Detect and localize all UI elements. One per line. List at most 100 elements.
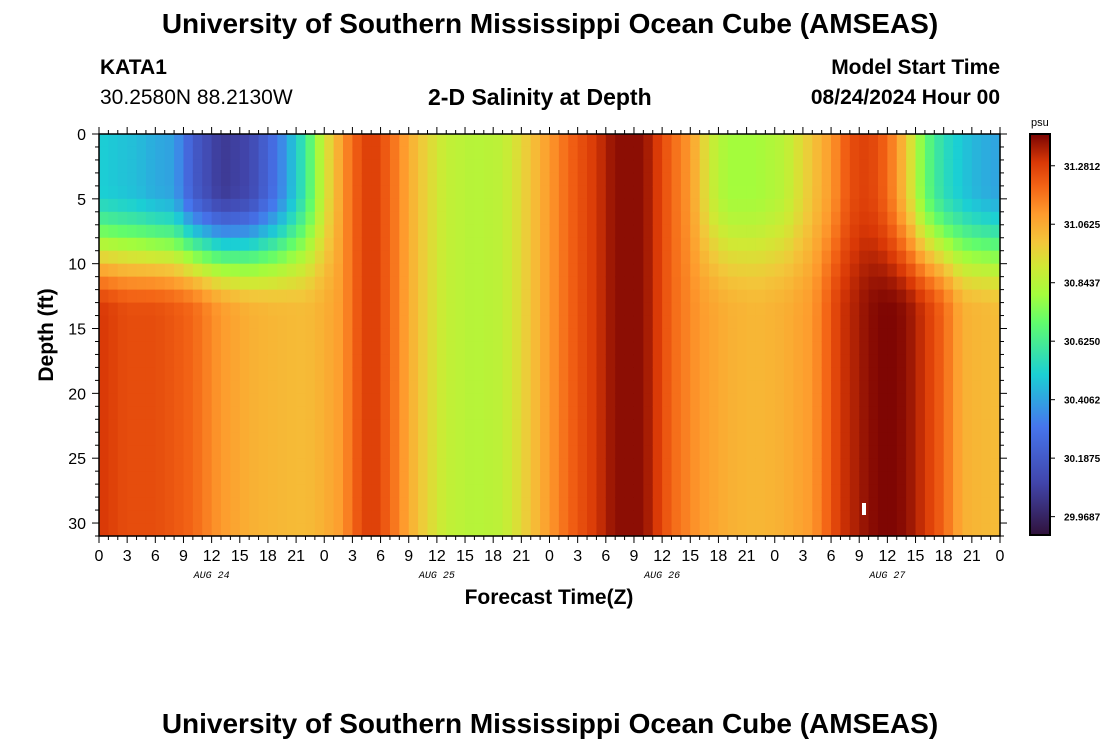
heatmap-cell [230,198,241,213]
heatmap-cell [239,328,250,343]
heatmap-cell [906,445,917,459]
heatmap-cell [849,380,860,394]
heatmap-cell [662,367,673,381]
heatmap-cell [821,523,832,537]
heatmap-cell [577,523,588,537]
heatmap-cell [802,380,813,394]
heatmap-cell [849,159,860,174]
heatmap-cell [305,198,316,213]
heatmap-cell [155,250,166,265]
heatmap-cell [521,328,532,343]
heatmap-cell [399,134,410,148]
heatmap-cell [699,159,710,174]
heatmap-cell [971,263,982,278]
heatmap-cell [859,250,870,265]
heatmap-cell [784,432,795,446]
heatmap-cell [136,380,147,394]
heatmap-cell [230,367,241,381]
heatmap-cell [361,354,372,369]
heatmap-cell [812,315,823,330]
heatmap-cell [136,211,147,226]
heatmap-cell [765,497,776,511]
heatmap-cell [784,289,795,304]
heatmap-cell [587,224,598,239]
heatmap-cell [821,471,832,485]
heatmap-cell [127,250,138,265]
heatmap-cell [568,198,579,213]
heatmap-cell [211,276,222,291]
heatmap-cell [859,354,870,369]
heatmap-cell [249,198,260,213]
heatmap-cell [286,432,297,446]
heatmap-cell [211,198,222,213]
heatmap-cell [859,510,870,524]
heatmap-cell [389,302,400,317]
heatmap-cell [971,406,982,420]
heatmap-cell [221,523,231,537]
heatmap-cell [633,406,644,420]
heatmap-cell [474,484,485,498]
heatmap-cell [990,289,1001,304]
heatmap-cell [108,211,119,226]
heatmap-cell [267,159,278,174]
heatmap-cell [924,185,935,200]
heatmap-cell [136,315,147,330]
heatmap-cell [633,211,644,226]
heatmap-cell [371,523,382,537]
heatmap-cell [511,198,522,213]
heatmap-cell [718,237,729,252]
heatmap-cell [230,211,241,226]
heatmap-cell [896,471,907,485]
heatmap-cell [877,341,888,356]
heatmap-cell [530,354,541,369]
heatmap-cell [389,510,400,524]
heatmap-cell [812,341,823,356]
heatmap-cell [868,198,879,213]
heatmap-cell [361,172,372,187]
heatmap-cell [221,198,231,213]
heatmap-cell [953,471,964,485]
heatmap-cell [127,471,138,485]
heatmap-cell [296,354,307,369]
heatmap-cell [474,367,485,381]
heatmap-cell [324,302,335,317]
heatmap-cell [286,328,297,343]
heatmap-cell [765,302,776,317]
heatmap-cell [408,484,419,498]
heatmap-cell [474,302,485,317]
heatmap-cell [136,510,147,524]
heatmap-cell [502,250,513,265]
heatmap-cell [849,458,860,472]
heatmap-cell [483,471,494,485]
heatmap-cell [821,484,832,498]
heatmap-cell [906,250,917,265]
heatmap-cell [877,367,888,381]
heatmap-cell [183,315,194,330]
heatmap-cell [267,367,278,381]
heatmap-cell [915,276,926,291]
heatmap-cell [953,497,964,511]
heatmap-cell [249,367,260,381]
heatmap-cell [924,328,935,343]
heatmap-cell [802,458,813,472]
heatmap-cell [483,328,494,343]
heatmap-cell [577,497,588,511]
heatmap-cell [174,445,185,459]
heatmap-cell [699,289,710,304]
heatmap-cell [446,523,457,537]
heatmap-cell [990,497,1001,511]
heatmap-cell [943,250,954,265]
heatmap-cell [821,393,832,407]
heatmap-cell [624,367,635,381]
heatmap-cell [221,224,231,239]
heatmap-cell [155,523,166,537]
heatmap-cell [746,341,757,356]
heatmap-cell [558,237,569,252]
heatmap-cell [436,289,447,304]
heatmap-cell [483,497,494,511]
heatmap-cell [615,484,626,498]
heatmap-cell [521,185,532,200]
heatmap-cell [915,510,926,524]
heatmap-cell [784,146,795,161]
heatmap-cell [530,471,541,485]
